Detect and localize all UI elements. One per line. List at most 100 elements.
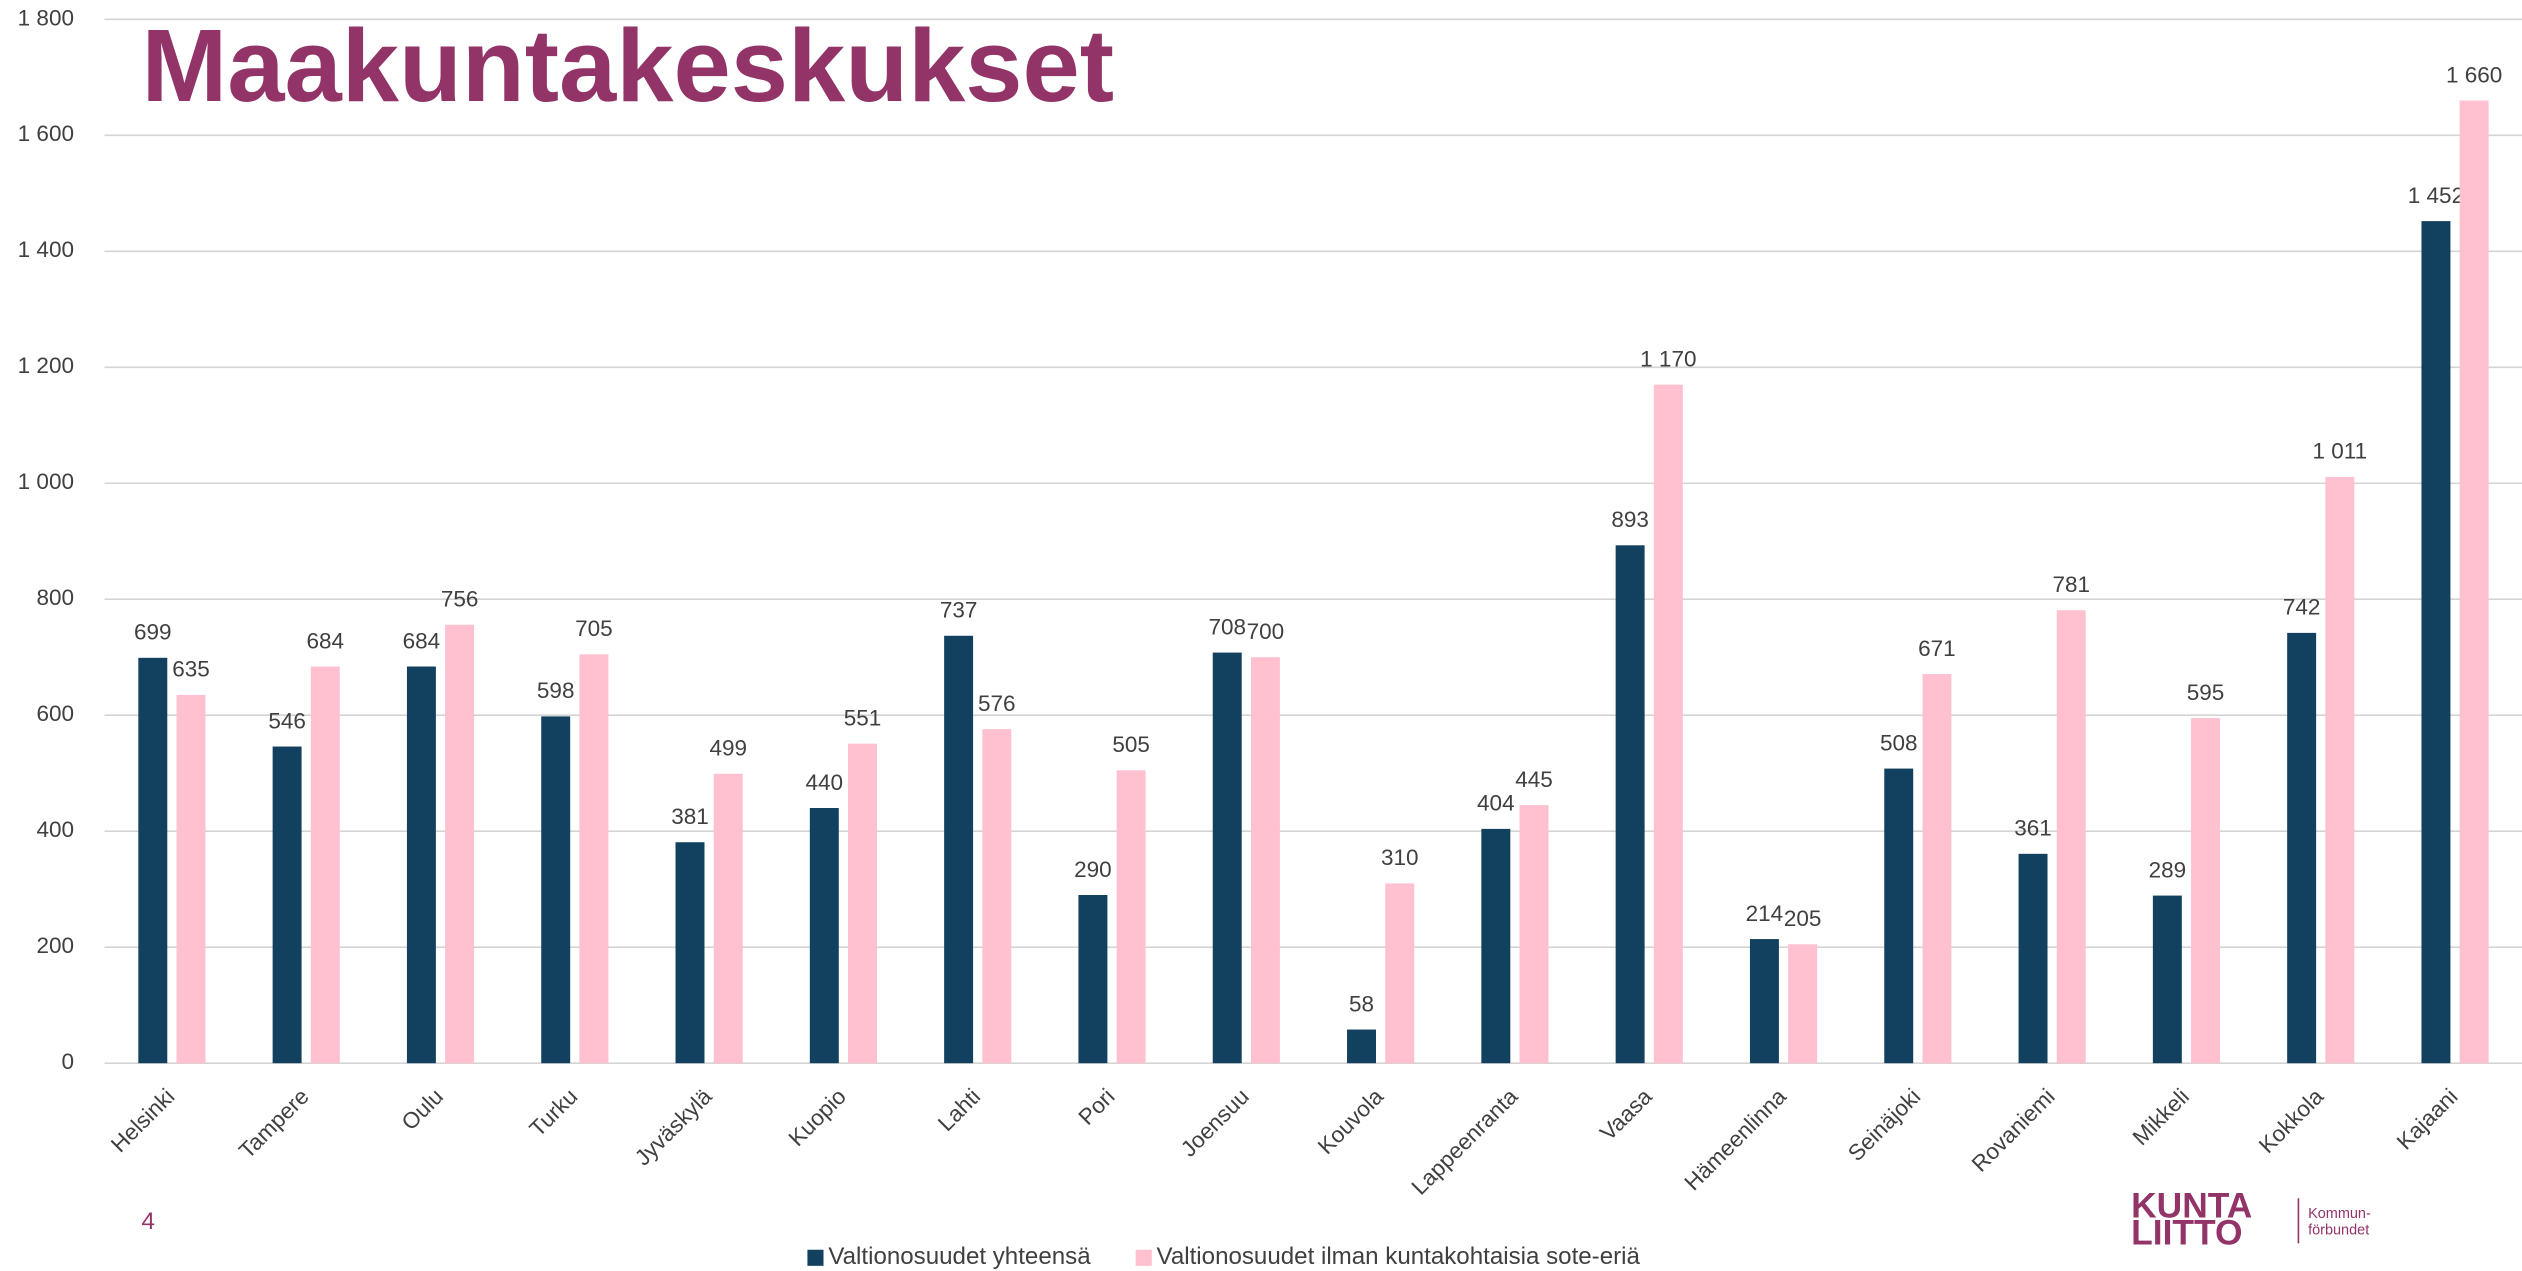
bar — [1788, 944, 1818, 1064]
bar — [1749, 939, 1779, 1064]
data-label: 684 — [307, 628, 345, 653]
data-label: 551 — [844, 705, 882, 730]
bar — [138, 657, 168, 1064]
bar — [1519, 805, 1549, 1064]
data-label: 893 — [1611, 507, 1649, 532]
bar — [272, 746, 302, 1064]
bar — [1922, 674, 1952, 1064]
data-label: 742 — [2283, 595, 2321, 620]
logo-text: förbundet — [2308, 1222, 2369, 1238]
bar — [848, 743, 877, 1064]
x-tick-label: Kuopio — [784, 1084, 851, 1151]
data-label: 1 170 — [1640, 346, 1696, 371]
bar — [176, 694, 206, 1064]
data-label: 58 — [1349, 991, 1374, 1016]
x-tick-label: Helsinki — [106, 1084, 179, 1157]
data-label: 576 — [978, 691, 1016, 716]
x-tick-label: Kokkola — [2254, 1083, 2329, 1158]
x-tick-label: Kouvola — [1313, 1083, 1389, 1159]
bar — [1653, 384, 1683, 1064]
data-label: 700 — [1247, 619, 1285, 644]
bar — [1212, 652, 1242, 1064]
bar — [809, 808, 839, 1064]
y-tick-label: 1 000 — [18, 469, 74, 494]
bar — [713, 773, 743, 1064]
y-tick-label: 1 200 — [18, 353, 74, 378]
logo: KUNTA LIITTO Kommun- förbundet — [2131, 1186, 2371, 1252]
bar — [406, 666, 436, 1064]
logo-text: KUNTA — [2131, 1186, 2252, 1225]
y-tick-label: 200 — [36, 933, 74, 958]
bar — [579, 654, 609, 1064]
data-label: 404 — [1477, 791, 1515, 816]
data-label: 508 — [1880, 730, 1918, 755]
data-label: 440 — [806, 770, 844, 795]
data-label: 381 — [671, 804, 709, 829]
bar — [1078, 895, 1108, 1064]
data-label: 361 — [2014, 816, 2052, 841]
data-label: 595 — [2187, 680, 2225, 705]
x-tick-label: Hämeenlinna — [1680, 1083, 1792, 1195]
bar — [541, 716, 571, 1064]
x-tick-label: Lappeenranta — [1407, 1083, 1523, 1199]
data-label: 684 — [403, 628, 441, 653]
data-label: 635 — [172, 657, 210, 682]
y-tick-label: 1 400 — [18, 237, 74, 262]
bar — [2287, 632, 2317, 1064]
data-label: 699 — [134, 620, 172, 645]
bar — [2459, 100, 2489, 1064]
legend-swatch — [1135, 1249, 1152, 1266]
legend-label: Valtionosuudet ilman kuntakohtaisia sote… — [1157, 1243, 1641, 1270]
x-tick-label: Lahti — [933, 1084, 985, 1136]
x-tick-label: Joensuu — [1176, 1084, 1254, 1162]
bar — [2018, 853, 2048, 1064]
bar — [2325, 476, 2355, 1064]
x-tick-label: Jyväskylä — [630, 1083, 717, 1170]
data-label: 546 — [268, 708, 306, 733]
x-tick-label: Oulu — [397, 1084, 448, 1135]
logo-text: LIITTO — [2131, 1214, 2242, 1253]
x-tick-label: Pori — [1074, 1084, 1120, 1130]
x-tick-label: Mikkeli — [2128, 1084, 2194, 1150]
bar — [1347, 1029, 1377, 1064]
bar — [1884, 768, 1914, 1064]
data-label: 705 — [575, 616, 613, 641]
page-number: 4 — [142, 1208, 155, 1235]
x-tick-label: Seinäjoki — [1843, 1084, 1925, 1166]
y-tick-label: 1 600 — [18, 121, 74, 146]
data-label: 671 — [1918, 636, 1956, 661]
bar — [310, 666, 340, 1064]
data-label: 445 — [1515, 767, 1553, 792]
data-label: 1 660 — [2446, 62, 2502, 87]
data-label: 598 — [537, 678, 575, 703]
data-label: 737 — [940, 598, 978, 623]
bar — [445, 624, 475, 1064]
data-label: 214 — [1746, 901, 1784, 926]
bar — [2056, 610, 2086, 1064]
chart-title: Maakuntakeskukset — [142, 8, 1115, 123]
data-label: 1 452 — [2408, 183, 2464, 208]
bar — [2152, 895, 2182, 1064]
bar — [1481, 828, 1511, 1064]
y-tick-label: 400 — [36, 817, 74, 842]
data-label: 310 — [1381, 845, 1419, 870]
data-label: 781 — [2052, 572, 2090, 597]
x-tick-label: Tampere — [234, 1084, 314, 1164]
x-tick-label: Turku — [525, 1084, 583, 1142]
y-tick-label: 1 800 — [18, 5, 74, 30]
data-label: 1 011 — [2313, 439, 2368, 464]
bar — [675, 842, 705, 1064]
y-tick-label: 600 — [36, 701, 74, 726]
x-tick-label: Rovaniemi — [1967, 1084, 2060, 1177]
data-label: 289 — [2149, 857, 2187, 882]
bar — [982, 729, 1012, 1064]
bar — [1385, 883, 1415, 1064]
y-tick-label: 0 — [61, 1049, 74, 1074]
data-label: 290 — [1074, 857, 1112, 882]
data-label: 205 — [1784, 906, 1822, 931]
y-tick-label: 800 — [36, 585, 74, 610]
bar — [1116, 770, 1146, 1064]
bar — [944, 635, 974, 1064]
x-tick-label: Vaasa — [1595, 1083, 1657, 1145]
